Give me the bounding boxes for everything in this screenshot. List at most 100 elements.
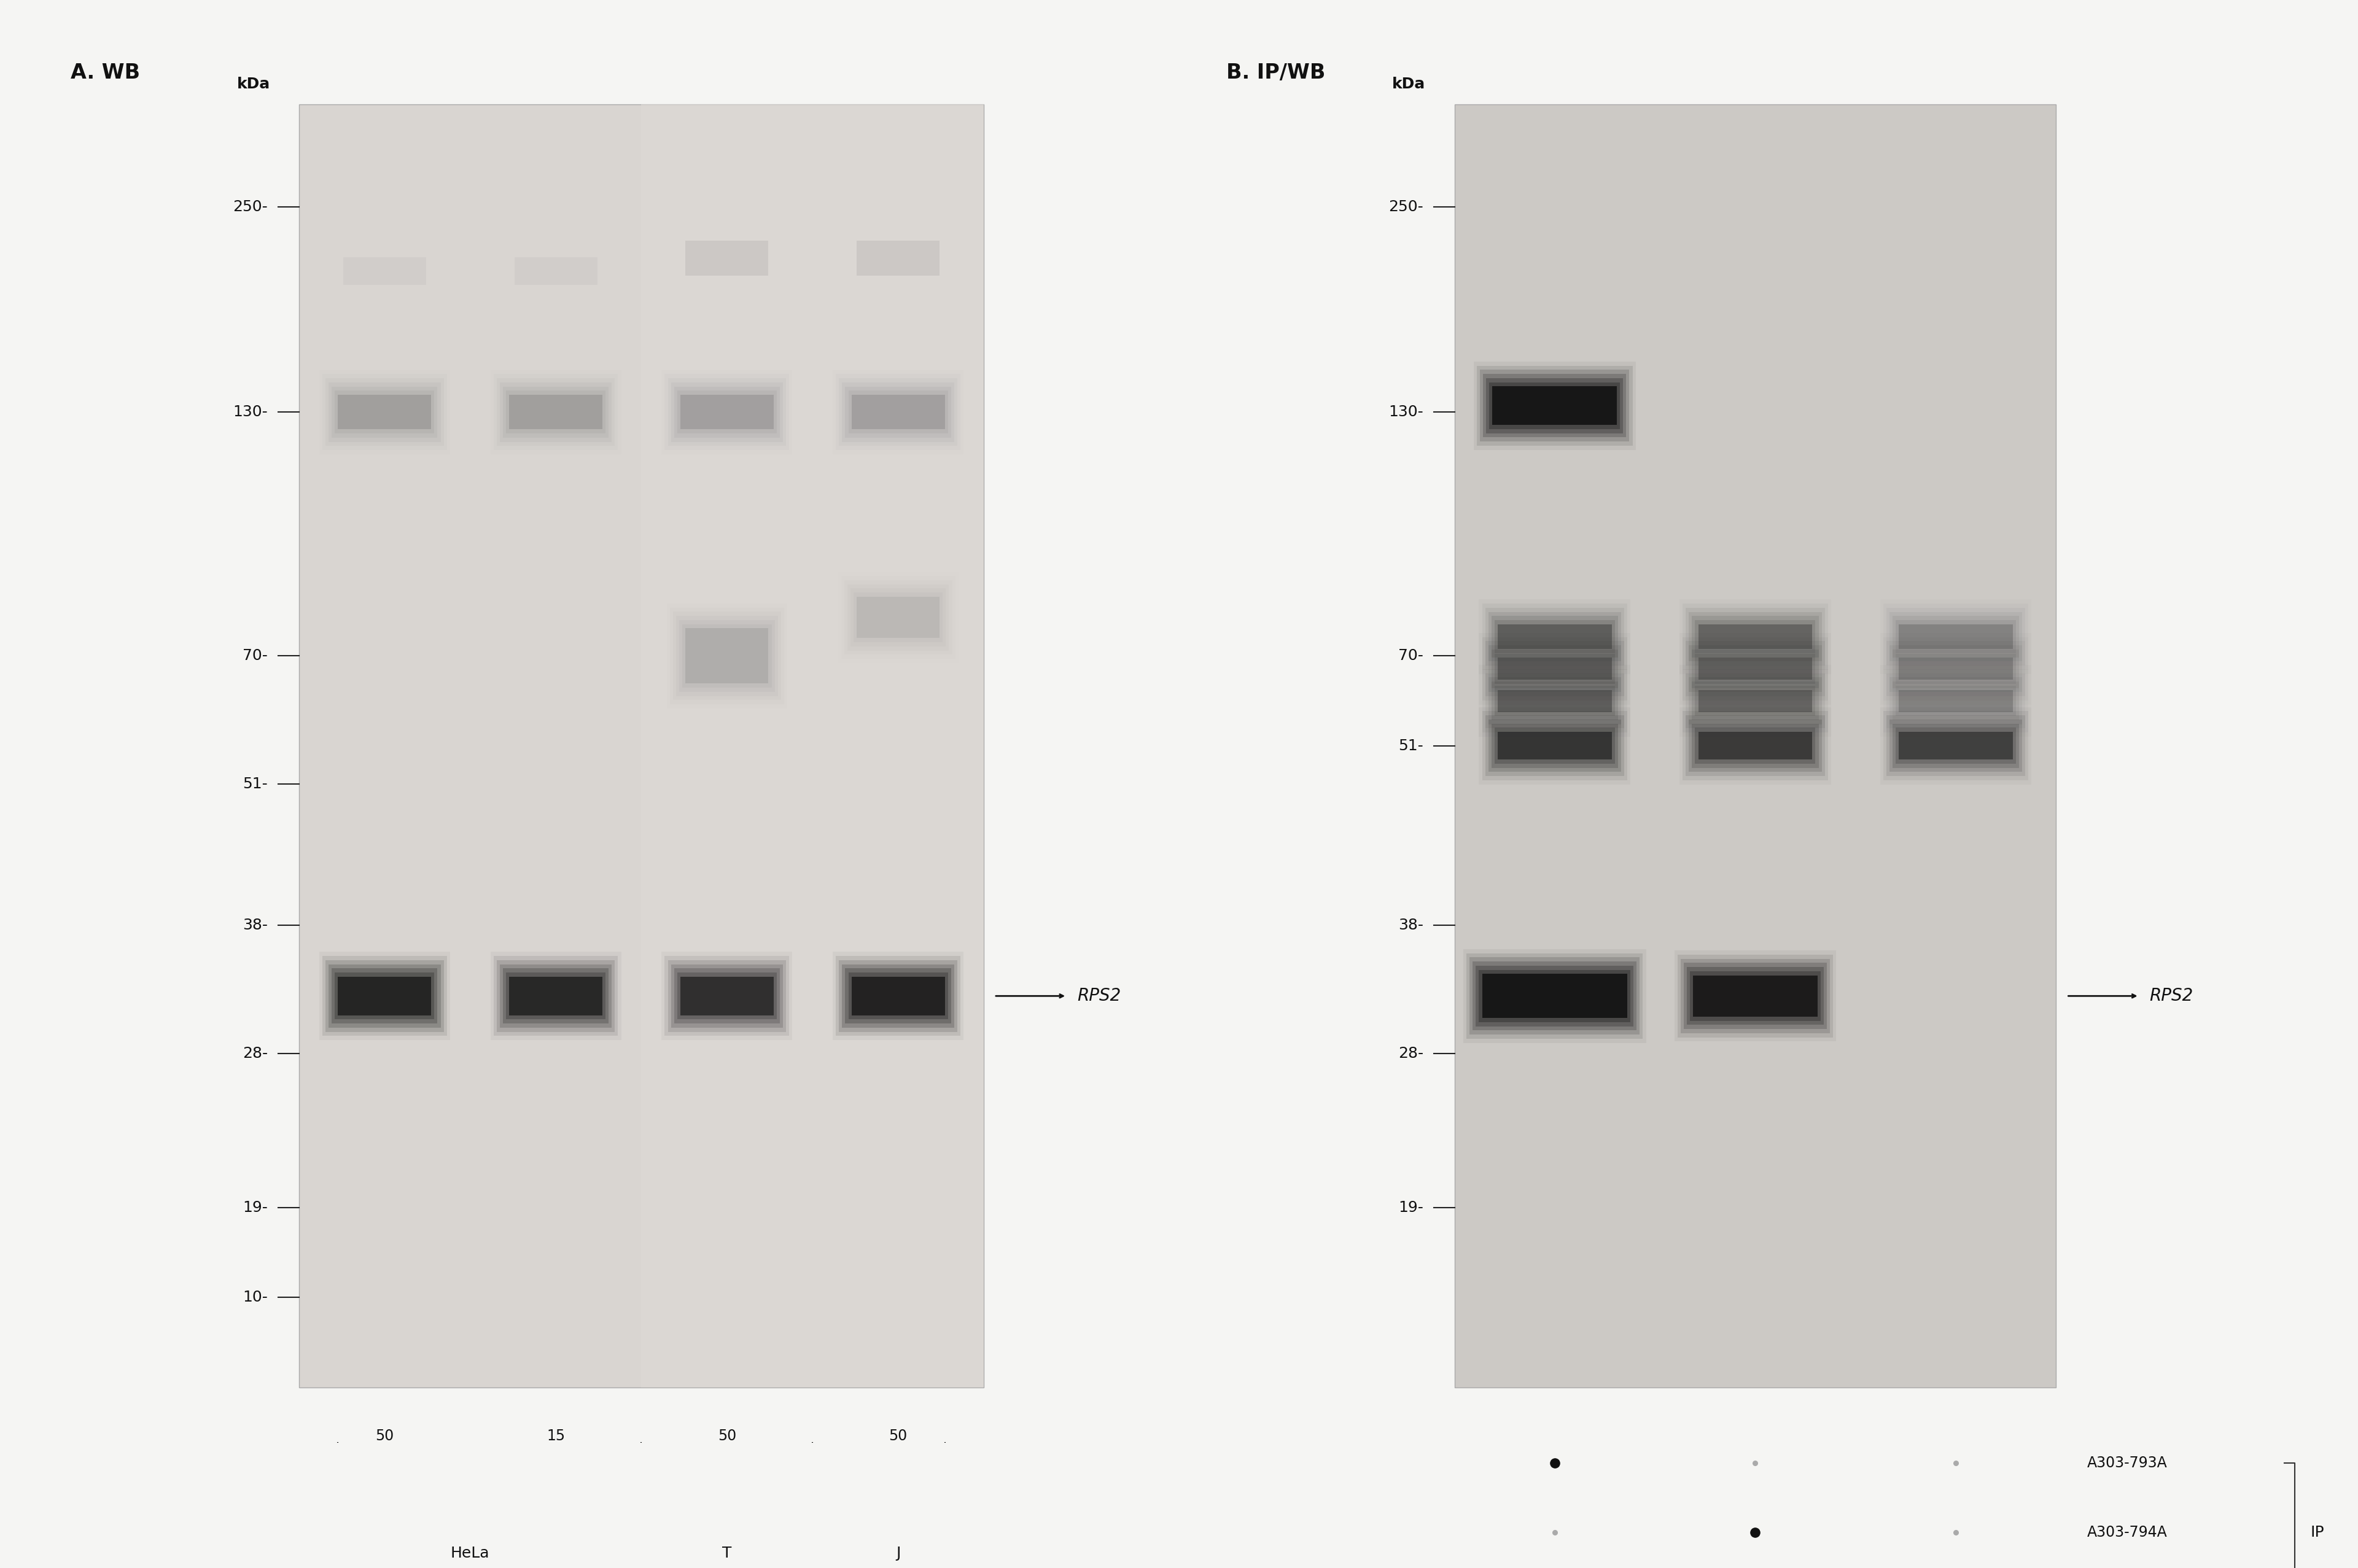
Bar [1497, 690, 1613, 712]
Bar [674, 387, 780, 437]
Point [1936, 1519, 1974, 1544]
Text: 19-: 19- [243, 1201, 269, 1215]
Bar [849, 390, 948, 433]
Bar [1886, 715, 2026, 776]
Text: 130-: 130- [1389, 405, 1424, 420]
Bar [1684, 604, 1827, 670]
Text: 19-: 19- [1398, 1201, 1424, 1215]
Bar [1478, 633, 1629, 704]
Text: 50: 50 [717, 1428, 736, 1444]
Bar [1483, 712, 1627, 781]
Bar [1686, 715, 1825, 776]
Bar [672, 383, 783, 442]
Bar [1686, 673, 1825, 729]
Bar [1455, 103, 2056, 1388]
Bar [677, 616, 778, 696]
Text: kDa: kDa [236, 77, 271, 91]
Bar [1486, 715, 1625, 776]
Bar [500, 383, 611, 442]
Bar [842, 575, 955, 659]
Bar [1879, 665, 2033, 737]
Bar [667, 960, 785, 1032]
Bar [1679, 633, 1832, 704]
Bar [1695, 654, 1816, 684]
Bar [1879, 633, 2033, 704]
Bar [514, 257, 597, 285]
Bar [1495, 619, 1615, 654]
Bar [1495, 685, 1615, 717]
Bar [1497, 657, 1613, 681]
Bar [490, 952, 620, 1040]
Bar [1467, 953, 1644, 1038]
Bar [1478, 969, 1629, 1022]
Text: 10-: 10- [243, 1290, 269, 1305]
Point [1735, 1450, 1773, 1475]
Bar [1898, 732, 2014, 759]
Bar [686, 241, 769, 276]
Text: A. WB: A. WB [71, 63, 139, 83]
Text: 15: 15 [547, 1428, 566, 1444]
Bar [832, 370, 964, 455]
Bar [677, 390, 776, 433]
Bar [1893, 616, 2018, 657]
Text: 28-: 28- [243, 1046, 269, 1062]
Bar [851, 395, 946, 430]
Bar [849, 972, 948, 1019]
Text: 250-: 250- [233, 199, 269, 215]
Bar [679, 977, 773, 1016]
Bar [490, 370, 620, 455]
Bar [493, 375, 618, 450]
Bar [1898, 657, 2014, 681]
Bar [337, 977, 432, 1016]
Bar [1490, 724, 1618, 768]
Bar [670, 608, 783, 704]
Bar [1898, 624, 2014, 649]
Bar [667, 378, 785, 445]
Bar [677, 972, 776, 1019]
Bar [1695, 728, 1816, 764]
Bar [1886, 641, 2026, 696]
Bar [1464, 949, 1646, 1043]
Bar [1478, 599, 1629, 674]
Bar [1488, 677, 1620, 724]
Bar [325, 960, 443, 1032]
Bar [672, 612, 780, 699]
Bar [1693, 724, 1818, 768]
Point [1535, 1519, 1573, 1544]
Bar [1688, 720, 1823, 771]
Text: A303-794A: A303-794A [2087, 1526, 2167, 1540]
Bar [851, 977, 946, 1016]
Bar [686, 629, 769, 684]
Bar [332, 969, 439, 1024]
Bar [1884, 604, 2028, 670]
Bar [1497, 732, 1613, 759]
Bar [1478, 707, 1629, 784]
Bar [854, 593, 943, 643]
Point [1535, 1450, 1573, 1475]
Bar [502, 387, 608, 437]
Bar [1474, 362, 1636, 450]
Bar [1698, 732, 1813, 759]
Bar [837, 572, 957, 663]
Bar [1896, 654, 2016, 684]
Text: A303-793A: A303-793A [2087, 1457, 2167, 1471]
Bar [1483, 604, 1627, 670]
Bar [1476, 365, 1632, 445]
Bar [1686, 641, 1825, 696]
Bar [1884, 637, 2028, 701]
Bar [1486, 673, 1625, 729]
Bar [1490, 616, 1618, 657]
Bar [1476, 966, 1634, 1027]
Bar [847, 585, 948, 651]
Bar [1486, 378, 1622, 433]
Bar [1886, 608, 2026, 666]
Bar [1686, 608, 1825, 666]
Text: IP: IP [2311, 1526, 2325, 1540]
Point [1936, 1450, 1974, 1475]
Bar [328, 383, 441, 442]
Bar [1698, 624, 1813, 649]
Bar [502, 969, 608, 1024]
Bar [1488, 612, 1620, 662]
Bar [1684, 637, 1827, 701]
Bar [318, 370, 450, 455]
